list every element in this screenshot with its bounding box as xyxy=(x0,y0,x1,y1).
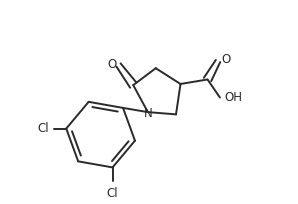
Text: O: O xyxy=(221,53,231,66)
Text: N: N xyxy=(144,107,152,120)
Text: OH: OH xyxy=(225,91,243,104)
Text: O: O xyxy=(107,58,117,71)
Text: Cl: Cl xyxy=(107,186,118,200)
Text: Cl: Cl xyxy=(38,122,49,135)
